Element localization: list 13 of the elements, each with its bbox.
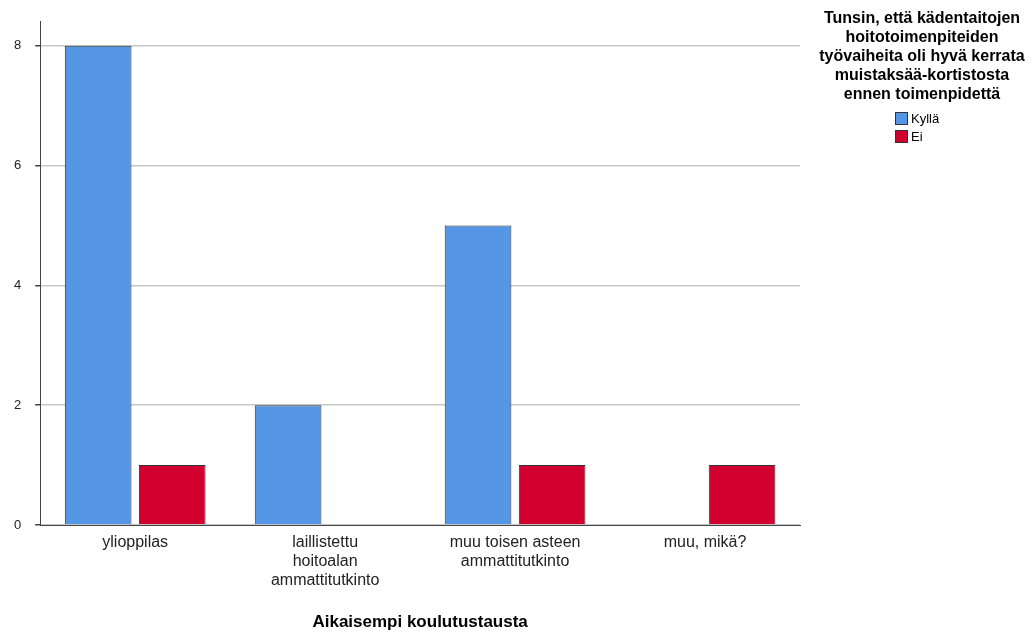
x-tick-label: ylioppilas: [102, 533, 169, 551]
x-tick-label: laillistettu hoitoalan ammattitutkinto: [270, 533, 380, 589]
x-axis-title: Aikaisempi koulutustausta: [312, 612, 529, 632]
y-tick-label: 8: [14, 37, 22, 53]
x-tick-label: muu, mikä?: [663, 533, 747, 551]
legend-title: Tunsin, että kädentaitojen hoitotoimenpiteiden työvaiheita oli hyvä kerrata muistaksää-kortistosta ennen toimenpidettä: [818, 8, 1026, 103]
y-tick-label: 4: [14, 276, 22, 292]
y-tick-label: 2: [14, 396, 22, 412]
x-tick-label: muu toisen asteen ammattitutkinto: [449, 533, 581, 570]
y-tick-label: 0: [14, 516, 22, 532]
legend-label: Kyllä: [911, 110, 940, 126]
legend-label: Ei: [911, 128, 923, 144]
y-tick-label: 6: [14, 157, 22, 173]
